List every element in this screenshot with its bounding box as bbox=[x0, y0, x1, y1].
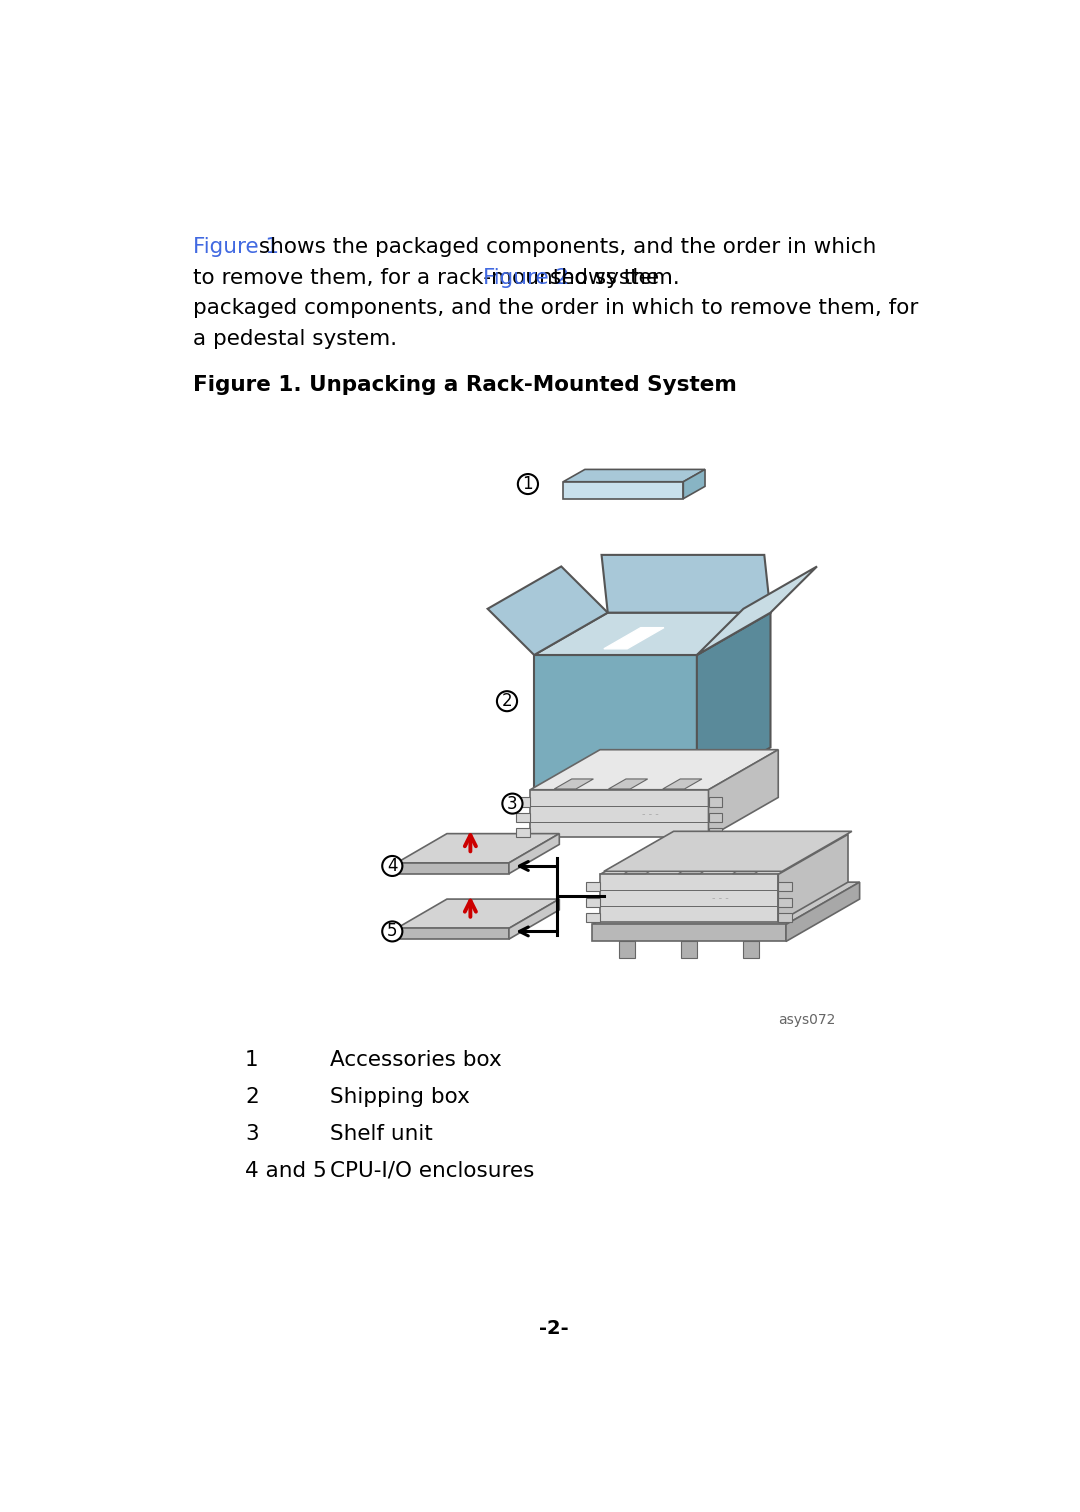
Text: 4: 4 bbox=[387, 857, 397, 875]
Polygon shape bbox=[592, 881, 860, 924]
Polygon shape bbox=[530, 750, 779, 789]
Polygon shape bbox=[663, 779, 702, 789]
Polygon shape bbox=[516, 813, 530, 823]
Polygon shape bbox=[779, 913, 793, 922]
Text: asys072: asys072 bbox=[779, 1013, 836, 1027]
Circle shape bbox=[517, 475, 538, 494]
Polygon shape bbox=[516, 797, 530, 807]
Polygon shape bbox=[586, 913, 600, 922]
Circle shape bbox=[382, 921, 403, 942]
Text: a pedestal system.: a pedestal system. bbox=[193, 330, 397, 349]
Polygon shape bbox=[708, 829, 723, 838]
Polygon shape bbox=[619, 942, 635, 959]
Polygon shape bbox=[708, 813, 723, 823]
Text: shows the packaged components, and the order in which: shows the packaged components, and the o… bbox=[252, 237, 876, 257]
Text: 4 and 5: 4 and 5 bbox=[245, 1161, 327, 1181]
Text: to remove them, for a rack-mounted system.: to remove them, for a rack-mounted syste… bbox=[193, 268, 687, 287]
Text: Shelf unit: Shelf unit bbox=[330, 1123, 433, 1145]
Polygon shape bbox=[604, 627, 664, 649]
Polygon shape bbox=[516, 829, 530, 838]
Text: 5: 5 bbox=[387, 922, 397, 940]
Polygon shape bbox=[586, 881, 600, 892]
Polygon shape bbox=[743, 942, 759, 959]
Polygon shape bbox=[681, 942, 697, 959]
Polygon shape bbox=[586, 898, 600, 907]
Polygon shape bbox=[600, 874, 779, 922]
Text: shows the: shows the bbox=[543, 268, 660, 287]
Text: Figure 2: Figure 2 bbox=[483, 268, 569, 287]
Text: Accessories box: Accessories box bbox=[330, 1049, 502, 1070]
Polygon shape bbox=[396, 928, 509, 939]
Polygon shape bbox=[563, 469, 705, 482]
Polygon shape bbox=[608, 779, 648, 789]
Polygon shape bbox=[509, 833, 559, 874]
Text: -2-: -2- bbox=[539, 1320, 568, 1338]
Polygon shape bbox=[697, 567, 816, 655]
Polygon shape bbox=[396, 863, 509, 874]
Text: packaged components, and the order in which to remove them, for: packaged components, and the order in wh… bbox=[193, 298, 918, 319]
Text: Shipping box: Shipping box bbox=[330, 1087, 470, 1107]
Text: 1: 1 bbox=[245, 1049, 259, 1070]
Polygon shape bbox=[779, 835, 848, 922]
Polygon shape bbox=[600, 835, 848, 874]
Polygon shape bbox=[509, 900, 559, 939]
Circle shape bbox=[497, 691, 517, 711]
Text: 3: 3 bbox=[245, 1123, 259, 1145]
Polygon shape bbox=[678, 863, 717, 874]
Text: Figure 1. Unpacking a Rack-Mounted System: Figure 1. Unpacking a Rack-Mounted Syste… bbox=[193, 375, 737, 396]
Polygon shape bbox=[708, 797, 723, 807]
Polygon shape bbox=[708, 750, 779, 838]
Polygon shape bbox=[530, 789, 708, 838]
Text: - - -: - - - bbox=[642, 809, 659, 818]
Text: Figure 1: Figure 1 bbox=[193, 237, 280, 257]
Polygon shape bbox=[684, 469, 705, 499]
Polygon shape bbox=[604, 832, 852, 871]
Text: 2: 2 bbox=[502, 692, 512, 711]
Text: 2: 2 bbox=[245, 1087, 259, 1107]
Polygon shape bbox=[779, 881, 793, 892]
Polygon shape bbox=[488, 567, 608, 655]
Polygon shape bbox=[602, 555, 770, 612]
Polygon shape bbox=[786, 881, 860, 942]
Text: CPU-I/O enclosures: CPU-I/O enclosures bbox=[330, 1161, 535, 1181]
Polygon shape bbox=[697, 612, 770, 789]
Polygon shape bbox=[779, 898, 793, 907]
Text: 3: 3 bbox=[508, 795, 517, 812]
Text: 1: 1 bbox=[523, 475, 534, 493]
Polygon shape bbox=[396, 833, 559, 863]
Polygon shape bbox=[535, 612, 770, 655]
Polygon shape bbox=[592, 924, 786, 942]
Text: - - -: - - - bbox=[712, 894, 729, 903]
Circle shape bbox=[382, 856, 403, 875]
Polygon shape bbox=[396, 900, 559, 928]
Polygon shape bbox=[732, 863, 772, 874]
Polygon shape bbox=[554, 779, 593, 789]
Polygon shape bbox=[624, 863, 663, 874]
Polygon shape bbox=[535, 655, 697, 789]
Polygon shape bbox=[563, 482, 684, 499]
Circle shape bbox=[502, 794, 523, 813]
